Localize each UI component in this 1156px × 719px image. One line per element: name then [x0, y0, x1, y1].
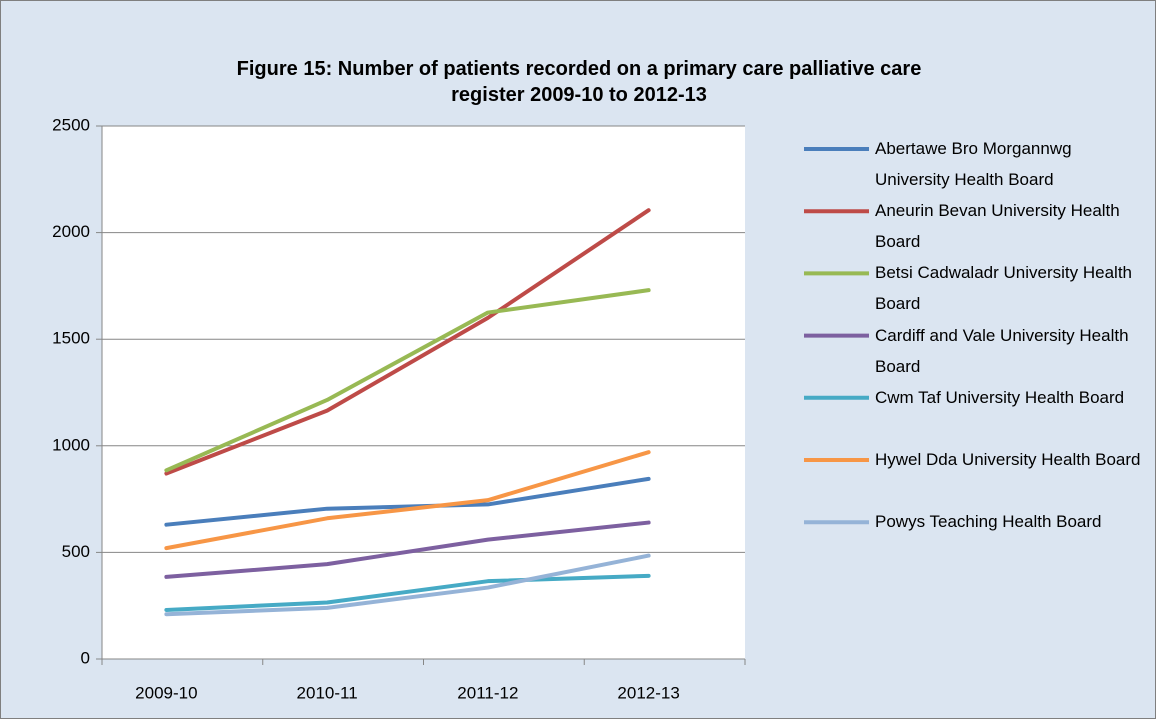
legend-label: Hywel Dda University Health Board: [875, 450, 1141, 469]
x-tick-label: 2011-12: [457, 683, 518, 702]
y-tick-label: 2000: [52, 222, 90, 241]
legend-label: Powys Teaching Health Board: [875, 512, 1102, 532]
legend-label: Betsi Cadwaladr University Health Board: [875, 263, 1132, 314]
series-line: [164, 288, 651, 473]
x-tick-label: 2010-11: [297, 683, 358, 702]
legend-label: Abertawe Bro Morgannwg University Health…: [875, 139, 1072, 189]
y-tick-label: 0: [81, 648, 90, 667]
series-line: [164, 553, 651, 617]
series-line: [164, 476, 651, 527]
y-tick-label: 1000: [52, 435, 90, 454]
series-line: [164, 520, 651, 579]
x-tick-label: 2012-13: [617, 683, 679, 702]
y-tick-label: 1500: [52, 329, 90, 348]
y-tick-label: 500: [62, 542, 90, 561]
series-line: [164, 450, 651, 551]
series-line: [164, 208, 651, 476]
plot-area: [102, 126, 745, 659]
x-tick-label: 2009-10: [135, 683, 197, 702]
series-line: [164, 573, 651, 612]
legend-label: Cwm Taf University Health Board: [875, 387, 1125, 407]
y-tick-label: 2500: [52, 115, 90, 134]
chart-title: Figure 15: Number of patients recorded o…: [236, 58, 922, 106]
legend-label: Aneurin Bevan University Health Board: [875, 201, 1120, 252]
legend-label: Cardiff and Vale University Health Board: [875, 325, 1129, 376]
